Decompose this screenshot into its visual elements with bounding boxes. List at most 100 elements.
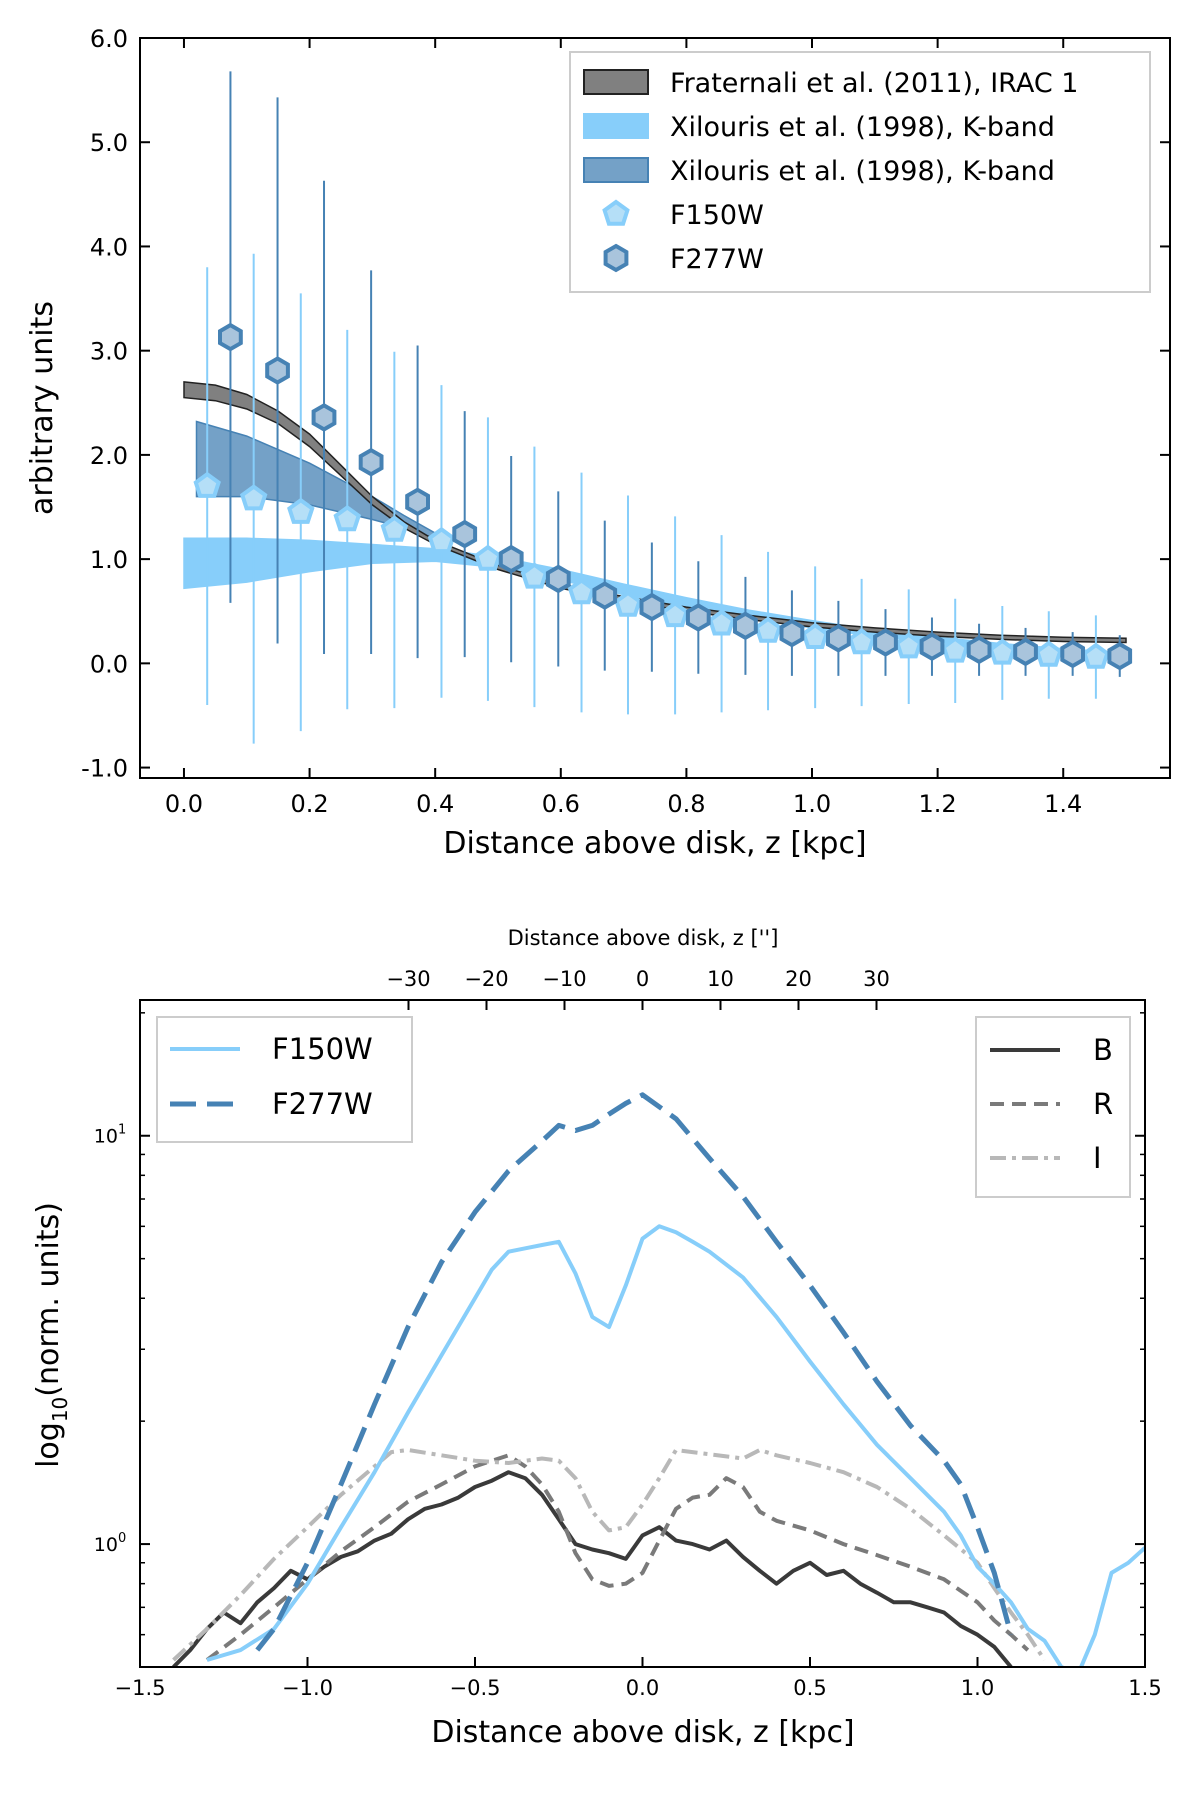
marker-f150w <box>1035 640 1063 667</box>
bottom-y-tick-label: 101 <box>94 1123 126 1148</box>
bottom-y-tick-base: 10 <box>94 1534 118 1556</box>
marker-f277w <box>405 487 430 517</box>
marker-f277w <box>1107 641 1133 671</box>
marker-f277w <box>826 623 851 653</box>
marker-f277w <box>498 544 524 574</box>
legend-marker-f150w <box>602 199 630 226</box>
legend-label-f150w: F150W <box>670 200 764 231</box>
legend-label-b: B <box>1093 1033 1113 1067</box>
bottom-x-tick-label: 0.5 <box>793 1676 826 1700</box>
legend-label-xilouris-dark: Xilouris et al. (1998), K-band <box>670 156 1055 187</box>
bottom-top-axis-label: Distance above disk, z [''] <box>508 926 779 950</box>
marker-f277w <box>685 603 711 632</box>
bottom-legend-right-frame <box>975 1016 1131 1198</box>
marker-f150w <box>427 526 456 554</box>
marker-f277w <box>1060 639 1085 669</box>
marker-f150w <box>847 628 876 655</box>
marker-f150w <box>801 622 829 649</box>
legend-swatch-xilouris-dark <box>583 157 649 183</box>
marker-f277w <box>639 592 665 622</box>
marker-f150w <box>988 638 1017 665</box>
top-x-tick-label: 0.2 <box>290 790 328 818</box>
legend-hexagon-f277w <box>603 243 629 273</box>
top-y-tick-label: 4.0 <box>90 233 128 261</box>
top-x-axis-label: Distance above disk, z [kpc] <box>443 826 866 861</box>
top-y-ticks: -1.0 0.0 1.0 2.0 3.0 4.0 5.0 6.0 <box>81 25 1170 783</box>
legend-swatch-xilouris-light <box>583 113 649 139</box>
marker-f277w <box>311 403 337 432</box>
bottom-y-tick-exponent: 1 <box>118 1123 126 1138</box>
top-x-tick-label: 1.0 <box>793 790 831 818</box>
bottom-x-ticks: −1.5 −1.0 −0.5 0.0 0.5 1.0 1.5 <box>115 1657 1162 1700</box>
legend-label-f277w: F277W <box>670 244 764 275</box>
marker-f150w <box>754 616 782 643</box>
marker-f277w <box>265 356 290 385</box>
marker-f277w <box>592 581 618 610</box>
top-panel: 0.0 0.2 0.4 0.6 0.8 1.0 1.2 1.4 -1.0 0.0 1.0 2.0 3.… <box>25 25 1171 861</box>
bottom-x-tick-label: −0.5 <box>450 1676 501 1700</box>
bottom-x-tick-label: 1.0 <box>961 1676 994 1700</box>
legend-label-bottom-f277w: F277W <box>272 1087 373 1121</box>
top-y-tick-label: -1.0 <box>81 755 128 783</box>
marker-f150w <box>941 636 969 663</box>
marker-f150w <box>567 578 596 605</box>
marker-f150w <box>474 544 502 571</box>
top-y-tick-label: 5.0 <box>90 129 128 157</box>
bottom-top-tick-label: 30 <box>863 967 890 991</box>
line-i <box>172 1448 1047 1662</box>
marker-f150w <box>520 562 549 589</box>
marker-f277w <box>218 322 243 352</box>
marker-f150w <box>661 600 689 628</box>
top-x-tick-label: 1.2 <box>919 790 957 818</box>
legend-swatch-fraternali <box>583 69 649 95</box>
marker-f150w <box>894 632 923 659</box>
top-x-tick-label: 0.8 <box>667 790 705 818</box>
bottom-top-tick-label: −20 <box>464 967 508 991</box>
legend-label-r: R <box>1093 1087 1113 1121</box>
line-f277w <box>255 1092 1014 1652</box>
bottom-x-axis-label: Distance above disk, z [kpc] <box>431 1715 854 1750</box>
marker-f150w <box>380 515 409 542</box>
bottom-y-axis-label: log10(norm. units) <box>31 1202 72 1468</box>
top-y-axis-label: arbitrary units <box>25 301 60 515</box>
bottom-top-tick-label: 10 <box>707 967 734 991</box>
marker-f150w <box>1082 642 1110 669</box>
bottom-x-tick-label: 1.5 <box>1128 1676 1161 1700</box>
legend-label-xilouris-light: Xilouris et al. (1998), K-band <box>670 112 1055 143</box>
bottom-y-tick-base: 10 <box>94 1126 118 1148</box>
marker-f150w <box>287 497 315 524</box>
top-axes-frame <box>139 37 1171 779</box>
bottom-top-ticks: −30 −20 −10 0 10 20 30 <box>386 967 890 1010</box>
top-x-ticks: 0.0 0.2 0.4 0.6 0.8 1.0 1.2 1.4 <box>165 38 1082 818</box>
legend-marker-f277w <box>603 243 629 273</box>
marker-f277w <box>1013 637 1038 667</box>
legend-pentagon-f150w <box>602 199 630 226</box>
line-f150w <box>206 1224 1145 1667</box>
marker-f150w <box>333 505 362 532</box>
marker-f150w <box>239 484 268 511</box>
line-r <box>205 1453 1030 1662</box>
top-legend-frame <box>569 51 1151 293</box>
bottom-y-tick-label: 100 <box>94 1531 126 1556</box>
bottom-lines <box>172 1092 1145 1667</box>
marker-f150w <box>193 471 221 498</box>
marker-f150w <box>614 590 642 617</box>
top-y-tick-label: 1.0 <box>90 546 128 574</box>
top-legend: Fraternali et al. (2011), IRAC 1 Xilouri… <box>569 51 1151 293</box>
bottom-legend-right: B R I <box>975 1016 1131 1198</box>
top-x-tick-label: 0.0 <box>165 790 203 818</box>
top-y-tick-label: 6.0 <box>90 25 128 53</box>
bottom-x-tick-label: −1.5 <box>115 1676 166 1700</box>
top-y-tick-label: 3.0 <box>90 338 128 366</box>
bottom-top-tick-label: 20 <box>785 967 812 991</box>
marker-f277w <box>733 611 758 641</box>
bottom-x-tick-label: 0.0 <box>626 1676 659 1700</box>
top-x-tick-label: 1.4 <box>1044 790 1082 818</box>
bottom-legend-left-frame <box>156 1016 413 1143</box>
top-y-tick-label: 2.0 <box>90 442 128 470</box>
marker-f277w <box>873 628 898 657</box>
marker-f277w <box>779 618 805 648</box>
top-x-tick-label: 0.4 <box>416 790 454 818</box>
